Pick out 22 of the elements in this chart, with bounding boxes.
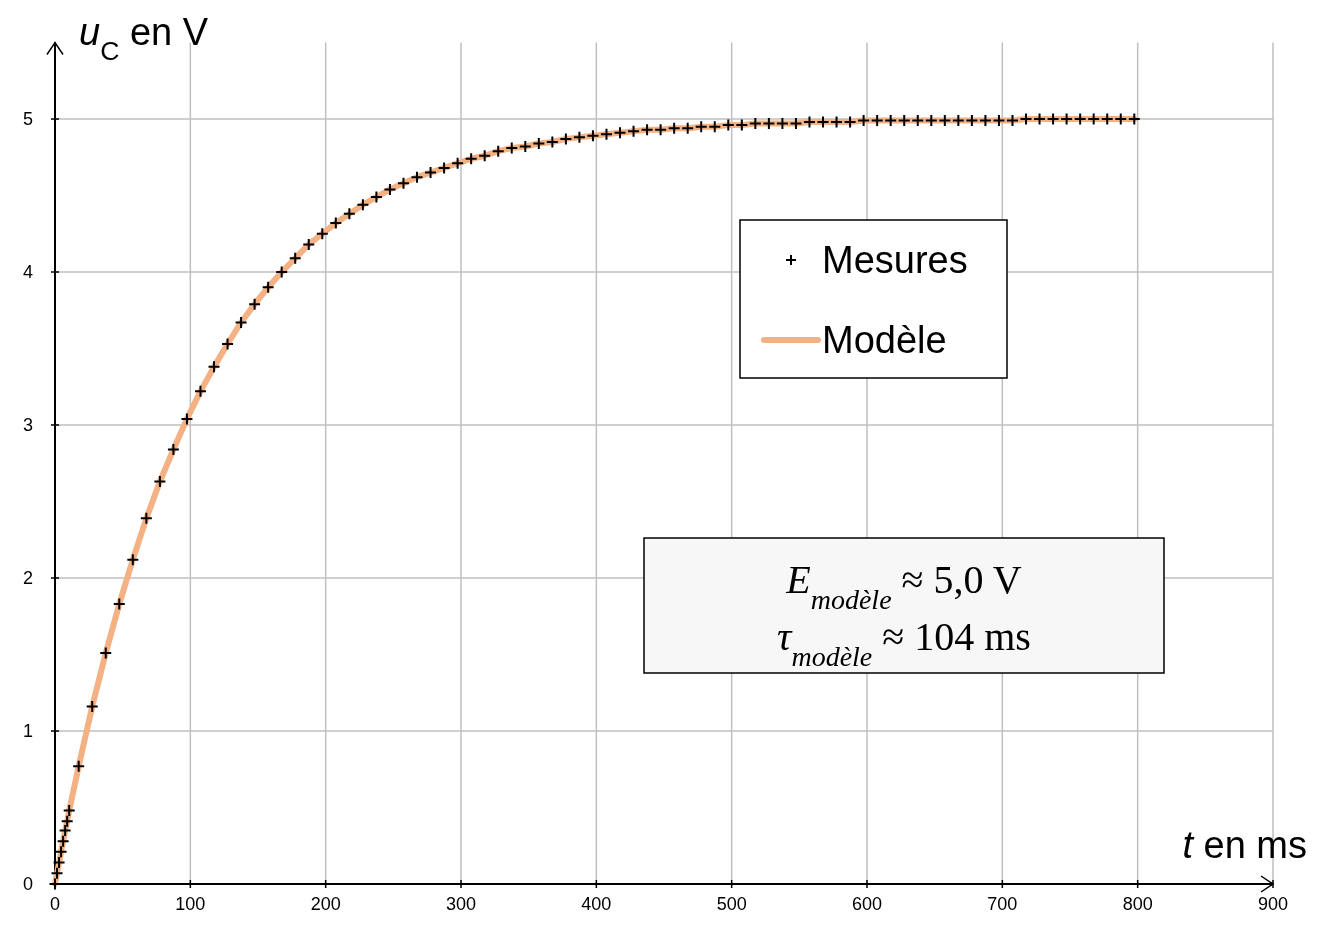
x-tick-label: 800	[1122, 894, 1153, 914]
y-tick-label: 4	[22, 262, 33, 282]
x-tick-label: 600	[851, 894, 883, 914]
legend-label: Modèle	[822, 319, 947, 361]
x-tick-label: 700	[987, 894, 1018, 914]
x-tick-label: 200	[310, 894, 341, 914]
y-tick-label: 3	[22, 415, 33, 435]
x-tick-label: 0	[49, 894, 61, 914]
x-axis-title: t en ms	[1182, 824, 1307, 866]
y-tick-label: 0	[22, 874, 33, 894]
x-tick-label: 100	[175, 894, 206, 914]
x-tick-label: 900	[1257, 894, 1289, 914]
legend-label: Mesures	[822, 239, 968, 281]
annotation: τ$_{modèle}$ ≈ 104 ms	[777, 614, 1031, 672]
x-tick-label: 400	[581, 894, 612, 914]
x-tick-label: 300	[445, 894, 477, 914]
y-tick-label: 1	[22, 721, 33, 741]
x-tick-label: 500	[716, 894, 747, 914]
annotation: E$_{modèle}$ ≈ 5,0 V	[785, 557, 1022, 615]
y-axis-title: u$_{C}$ en V	[79, 10, 209, 66]
y-tick-label: 5	[22, 109, 33, 129]
y-tick-label: 2	[22, 568, 33, 588]
